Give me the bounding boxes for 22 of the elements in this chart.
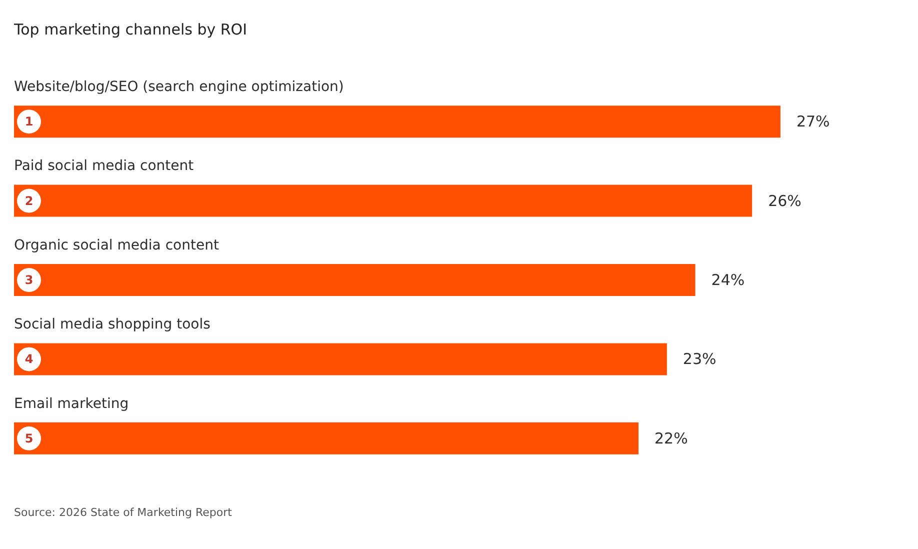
annotation: 2	[24, 194, 34, 208]
y-tick-label: Email marketing	[14, 396, 129, 412]
y-tick-label: Website/blog/SEO (search engine optimization)	[14, 79, 344, 95]
annotation: 3	[24, 273, 34, 287]
data-label: 22%	[654, 429, 688, 448]
bar	[14, 184, 752, 217]
data-label: 27%	[796, 112, 830, 131]
chart-title: Top marketing channels by ROI	[13, 20, 248, 38]
bar	[14, 422, 639, 454]
data-label: 26%	[768, 192, 802, 210]
y-tick-label: Organic social media content	[14, 237, 220, 254]
bar	[14, 106, 780, 138]
data-label: 23%	[682, 350, 716, 368]
annotation: 4	[24, 352, 34, 366]
data-label: 24%	[711, 271, 745, 289]
source-note: Source: 2026 State of Marketing Report	[14, 506, 233, 519]
bar	[14, 343, 667, 376]
bar	[14, 264, 696, 296]
y-tick-label: Social media shopping tools	[14, 316, 210, 333]
annotation: 1	[24, 114, 34, 129]
y-tick-label: Paid social media content	[14, 158, 194, 174]
annotation: 5	[24, 431, 34, 446]
